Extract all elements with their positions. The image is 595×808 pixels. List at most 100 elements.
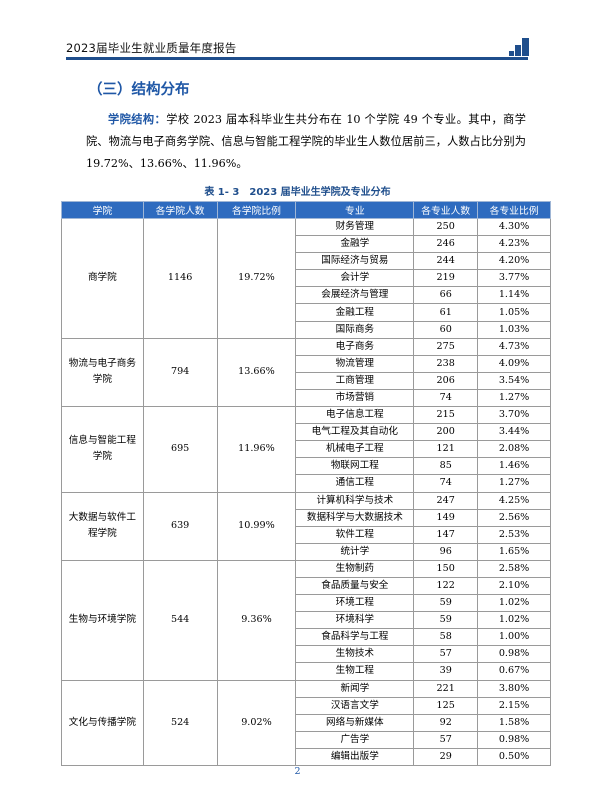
major-count: 66 [413,286,479,305]
table-row: 电气工程及其自动化 200 3.44% [62,423,551,442]
major-name: 编辑出版学 [295,747,415,767]
college-ratio: 9.02% [216,679,297,767]
major-name: 物流管理 [295,354,415,373]
college-name: 文化与传播学院 [61,679,144,767]
paragraph-lead: 学院结构： [108,112,167,126]
major-count: 74 [413,474,479,493]
major-count: 221 [413,679,479,698]
major-name: 金融学 [295,235,415,254]
header-major-count: 各专业人数 [413,201,479,219]
header-major-ratio: 各专业比例 [477,201,551,219]
major-ratio: 1.02% [477,594,551,613]
table-row: 数据科学与大数据技术 149 2.56% [62,508,551,527]
header-college-count: 各学院人数 [142,201,218,219]
table-body: 商学院 1146 19.72% 财务管理 250 4.30% 金融学 246 4.23% 国际经济… [61,217,551,767]
major-name: 广告学 [295,730,415,749]
table-row: 物联网工程 85 1.46% [62,457,551,476]
major-ratio: 0.98% [477,730,551,749]
major-name: 国际商务 [295,320,415,339]
major-name: 数据科学与大数据技术 [295,508,415,527]
report-header-title: 2023届毕业生就业质量年度报告 [66,41,237,55]
major-ratio: 3.54% [477,371,551,390]
college-ratio: 13.66% [216,337,297,408]
intro-paragraph: 学院结构：学校 2023 届本科毕业生共分布在 10 个学院 49 个专业。其中… [86,108,526,175]
college-major-table: 学院 各学院人数 各学院比例 专业 各专业人数 各专业比例 商学院 1146 19.… [61,201,551,767]
header-college: 学院 [61,201,144,219]
header-rule [66,57,528,60]
major-ratio: 3.44% [477,423,551,442]
table-row: 机械电子工程 121 2.08% [62,440,551,459]
table-row: 环境工程 59 1.02% [62,594,551,613]
major-name: 计算机科学与技术 [295,491,415,510]
major-count: 247 [413,491,479,510]
table-row: 市场营销 74 1.27% [62,388,551,408]
major-count: 85 [413,457,479,476]
college-count: 544 [142,559,218,681]
table-row: 统计学 96 1.65% [62,542,551,561]
table-row: 生物与环境学院 544 9.36% 生物制药 150 2.58% [61,559,551,681]
major-count: 57 [413,730,479,749]
major-count: 61 [413,303,479,322]
major-name: 环境工程 [295,594,415,613]
college-name: 信息与智能工程学院 [61,406,144,493]
table-row: 会展经济与管理 66 1.14% [62,286,551,305]
table-row: 信息与智能工程学院 695 11.96% 电子信息工程 215 3.70% [61,406,551,493]
major-name: 电气工程及其自动化 [295,423,415,442]
major-ratio: 2.53% [477,525,551,544]
major-count: 250 [413,217,479,237]
major-name: 机械电子工程 [295,440,415,459]
major-count: 147 [413,525,479,544]
college-ratio: 10.99% [216,491,297,561]
major-count: 59 [413,594,479,613]
major-ratio: 1.05% [477,303,551,322]
major-name: 网络与新媒体 [295,713,415,732]
major-count: 206 [413,371,479,390]
major-ratio: 1.58% [477,713,551,732]
major-ratio: 1.03% [477,320,551,339]
major-name: 环境科学 [295,611,415,630]
major-name: 新闻学 [295,679,415,698]
college-count: 794 [142,337,218,408]
major-count: 125 [413,696,479,715]
major-ratio: 4.23% [477,235,551,254]
major-ratio: 1.14% [477,286,551,305]
section-title: （三）结构分布 [88,82,190,98]
major-ratio: 0.98% [477,645,551,664]
major-name: 软件工程 [295,525,415,544]
report-logo-icon [509,38,529,56]
major-count: 238 [413,354,479,373]
major-ratio: 1.02% [477,611,551,630]
major-ratio: 4.25% [477,491,551,510]
college-name: 大数据与软件工程学院 [61,491,144,561]
major-count: 92 [413,713,479,732]
major-name: 生物制药 [295,559,415,578]
header-college-ratio: 各学院比例 [216,201,297,219]
major-name: 工商管理 [295,371,415,390]
table-row: 生物技术 57 0.98% [62,645,551,664]
table-row: 生物工程 39 0.67% [62,662,551,681]
major-count: 59 [413,611,479,630]
college-ratio: 19.72% [216,218,297,339]
college-ratio: 11.96% [216,406,297,493]
college-name: 物流与电子商务学院 [61,337,144,408]
college-count: 639 [142,491,218,561]
table-row: 大数据与软件工程学院 639 10.99% 计算机科学与技术 247 4.25% [61,491,551,561]
major-count: 122 [413,576,479,596]
major-name: 电子商务 [295,337,415,356]
table-row: 文化与传播学院 524 9.02% 新闻学 221 3.80% [61,679,551,767]
major-name: 金融工程 [295,303,415,322]
major-count: 275 [413,337,479,356]
table-row: 编辑出版学 29 0.50% [62,747,551,767]
major-name: 通信工程 [295,474,415,493]
major-ratio: 0.50% [477,747,551,767]
major-ratio: 1.46% [477,457,551,476]
major-count: 244 [413,252,479,271]
major-count: 58 [413,628,479,647]
major-name: 市场营销 [295,388,415,408]
major-ratio: 3.80% [477,679,551,698]
major-ratio: 3.70% [477,406,551,425]
table-row: 金融工程 61 1.05% [62,303,551,322]
major-ratio: 4.30% [477,217,551,237]
college-name: 商学院 [61,218,144,339]
major-count: 215 [413,406,479,425]
